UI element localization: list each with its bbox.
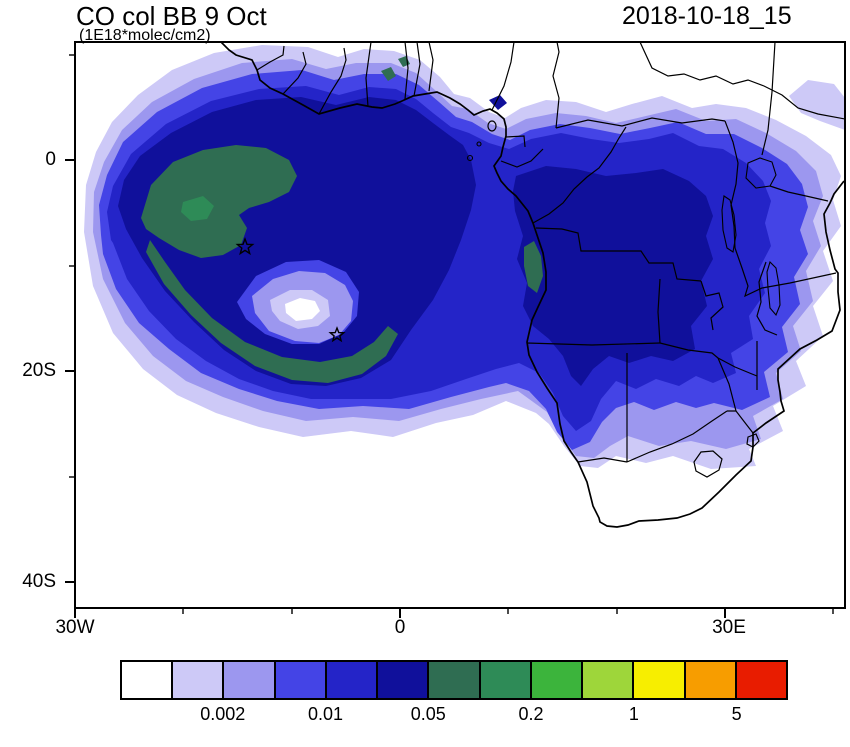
bioko-island (487, 120, 497, 132)
border-car-drc (555, 117, 726, 129)
lake-malawi (766, 260, 781, 317)
country-borders (256, 43, 844, 478)
colorbar-cell-11 (685, 662, 737, 698)
colorbar-cell-1 (173, 662, 225, 698)
contour-fill-navy-east (513, 166, 713, 386)
map-plot (65, 41, 846, 618)
contour-field (84, 45, 844, 469)
y-tick-label-0: 0 (45, 149, 56, 170)
border-ghana-togo (404, 43, 409, 100)
colorbar-cell-10 (634, 662, 686, 698)
x-tick-label-0: 0 (394, 617, 406, 638)
border-limpopo (727, 410, 754, 434)
plot-units-subtitle: (1E18*molec/cm2) (79, 27, 211, 44)
plot-frame (74, 41, 846, 609)
border-drc-east-rift (724, 120, 739, 249)
y-tick-label-40s: 40S (22, 571, 56, 592)
border-gabon-congo (500, 148, 544, 168)
colorbar (120, 660, 788, 700)
contour-fill-seagreen-spot (181, 196, 214, 221)
border-zambia-zimbabwe (717, 357, 758, 377)
colorbar-cell-9 (583, 662, 635, 698)
colorbar-cell-5 (378, 662, 430, 698)
x-tick-label-30e: 30E (712, 617, 746, 638)
border-liberia-guinea (282, 51, 307, 95)
border-togo-benin (413, 43, 421, 97)
star-marker-ascension (235, 237, 255, 256)
colorbar-cell-0 (122, 662, 174, 698)
colorbar-cell-4 (326, 662, 379, 698)
border-caprivi (659, 342, 719, 359)
border-orange-river (577, 457, 628, 463)
border-eswatini (746, 433, 760, 448)
border-drc-zambia (700, 280, 724, 331)
colorbar-cell-2 (224, 662, 276, 698)
contour-fill-lavender-ne-patch (789, 80, 844, 130)
contour-fill-green-arc (146, 240, 398, 383)
x-tick-label-30w: 30W (55, 617, 95, 638)
border-botswana-zimbabwe (717, 357, 737, 412)
contour-fill-green-core (141, 145, 297, 258)
axes-frame (65, 41, 846, 618)
border-angola-drc (535, 227, 702, 282)
border-eqguinea (505, 135, 526, 148)
colorbar-label: 0.05 (410, 704, 446, 724)
colorbar-label: 1 (628, 704, 639, 724)
border-cotedivoire-ghana (365, 43, 372, 108)
geography (220, 43, 844, 528)
border-congo-drc-river (532, 126, 627, 224)
principe-island (476, 141, 482, 147)
y-tick-label-20s: 20S (22, 360, 56, 381)
colorbar-cell-7 (480, 662, 532, 698)
contour-fill-green-speck-1 (381, 67, 396, 81)
border-uganda-kenya (761, 43, 776, 156)
africa-coastline (220, 43, 844, 528)
colorbar-cell-8 (531, 662, 584, 698)
swirl-white-eye (285, 298, 320, 321)
border-malawi-zambia (756, 261, 778, 336)
site-markers (235, 237, 346, 343)
sao-tome-island (466, 154, 474, 162)
colorbar-labels: 0.002 0.01 0.05 0.2 1 5 (120, 704, 788, 730)
border-sierraleone-guinea (256, 45, 285, 71)
colorbar-label: 0.2 (518, 704, 544, 724)
colorbar-label: 0.01 (308, 704, 344, 724)
lakes (721, 157, 781, 317)
border-benin-nigeria (428, 43, 434, 92)
star-marker-sthelena (328, 326, 346, 343)
border-angola-zambia (657, 278, 661, 344)
minor-ticks (69, 54, 834, 614)
border-southafrica-botswana (626, 410, 728, 463)
colorbar-cell-12 (736, 662, 787, 698)
major-ticks (65, 159, 726, 618)
lake-tanganyika (721, 195, 737, 253)
lake-victoria (745, 157, 777, 189)
border-lesotho (693, 450, 723, 478)
plot-title: CO col BB 9 Oct (76, 1, 267, 31)
border-angola-namibia (526, 342, 661, 346)
border-tanzania-south (734, 247, 837, 298)
colorbar-label: 5 (731, 704, 742, 724)
contour-fill-green-coast-sliver (524, 241, 543, 293)
border-kenya-tanzania (769, 185, 829, 202)
border-cameroon-car (552, 43, 560, 129)
colorbar-label: 0.002 (200, 704, 246, 724)
border-liberia-cotedivoire (318, 47, 347, 115)
border-sahel-northeast (639, 43, 844, 120)
plot-date-label: 2018-10-18_15 (622, 2, 792, 30)
border-nigeria-cameroon (491, 43, 515, 111)
contour-fill-navy-cameroon-speck (489, 95, 507, 110)
colorbar-cell-6 (429, 662, 481, 698)
colorbar-cell-3 (275, 662, 327, 698)
